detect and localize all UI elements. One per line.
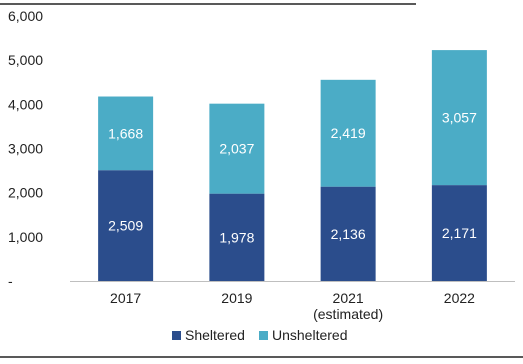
x-category-label: 2017 — [110, 290, 141, 306]
y-tick-label: 5,000 — [8, 52, 43, 68]
bar-value-label: 2,171 — [442, 225, 477, 241]
x-axis-category-labels: 2017 2019 2021(estimated) 2022 — [110, 290, 475, 322]
bar-sheltered-2019 — [209, 193, 265, 281]
y-tick-label: 2,000 — [8, 185, 43, 201]
bar-value-label: 2,136 — [331, 226, 366, 242]
bar-value-labels: 2,509 1,668 1,978 2,037 2,136 2,419 2,171 3,057 — [108, 110, 477, 246]
legend-label: Unsheltered — [272, 327, 348, 343]
bar-value-label: 2,037 — [219, 141, 254, 157]
x-category-label: 2019 — [221, 290, 252, 306]
y-tick-label: 3,000 — [8, 141, 43, 157]
legend-swatch-unsheltered — [259, 331, 268, 340]
bar-sheltered-2022 — [431, 185, 487, 281]
y-tick-label: 6,000 — [8, 8, 43, 24]
y-axis-ticks: - 1,000 2,000 3,000 4,000 5,000 6,000 — [8, 8, 43, 289]
bar-value-label: 2,419 — [331, 125, 366, 141]
bar-value-label: 1,668 — [108, 125, 143, 141]
bars — [98, 50, 487, 281]
bar-unsheltered-2022 — [431, 50, 487, 186]
legend-label: Sheltered — [185, 327, 245, 343]
bar-value-label: 1,978 — [219, 229, 254, 245]
bar-value-label: 3,057 — [442, 110, 477, 126]
legend: Sheltered Unsheltered — [172, 327, 348, 343]
legend-swatch-sheltered — [172, 331, 181, 340]
bar-unsheltered-2021 — [320, 79, 376, 187]
bar-unsheltered-2017 — [98, 96, 154, 171]
y-tick-label: - — [8, 273, 13, 289]
y-tick-label: 1,000 — [8, 229, 43, 245]
bar-unsheltered-2019 — [209, 103, 265, 194]
bar-sheltered-2017 — [98, 170, 154, 281]
x-category-label: 2022 — [444, 290, 475, 306]
x-category-label: 2021 — [333, 290, 364, 306]
x-category-sublabel: (estimated) — [313, 306, 383, 322]
bar-value-label: 2,509 — [108, 218, 143, 234]
bar-sheltered-2021 — [320, 186, 376, 281]
y-tick-label: 4,000 — [8, 96, 43, 112]
